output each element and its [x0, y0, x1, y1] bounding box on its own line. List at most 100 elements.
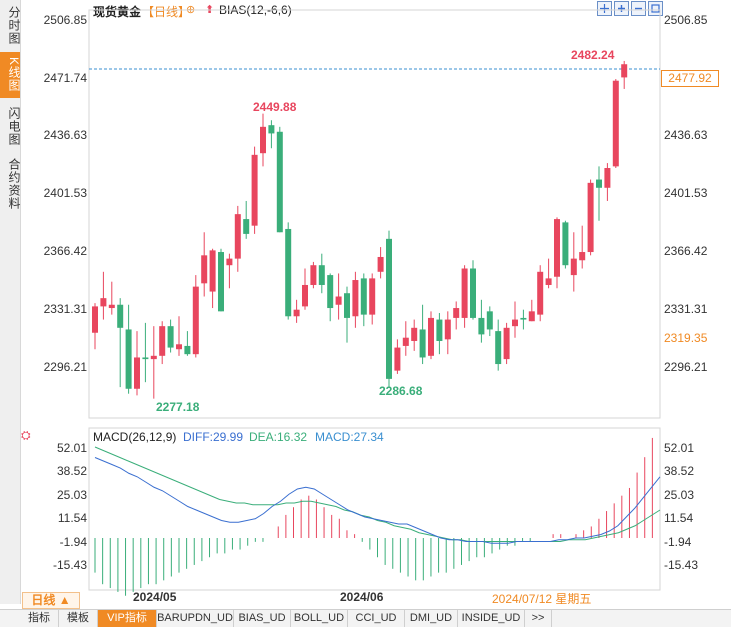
- candle-body: [621, 64, 628, 78]
- macd-tick: 38.52: [56, 464, 87, 478]
- instrument-title: 现货黄金: [93, 5, 142, 19]
- candle-body: [293, 309, 300, 317]
- macd-tick-right: -15.43: [664, 558, 699, 572]
- macd-dea-value: DEA:16.32: [249, 430, 308, 444]
- candle-body: [310, 265, 317, 285]
- macd-tick-right: 25.03: [664, 488, 695, 502]
- price-tick-right: 2366.42: [664, 244, 708, 258]
- tab-kline[interactable]: K线图: [0, 52, 21, 98]
- candle-body: [327, 275, 334, 309]
- candle-body: [444, 319, 451, 340]
- price-tick: 2506.85: [43, 13, 87, 27]
- candle-body: [201, 255, 208, 284]
- macd-tick-right: 52.01: [664, 441, 695, 455]
- price-tick-right: 2506.85: [664, 13, 708, 27]
- candle-body: [335, 296, 342, 305]
- candle-body: [125, 329, 132, 389]
- tab-vip-indicators[interactable]: VIP指标: [98, 610, 157, 627]
- price-tick: 2436.63: [43, 128, 87, 142]
- cursor-date-label: 2024/07/12 星期五: [492, 592, 592, 606]
- candle-body: [159, 326, 166, 356]
- candle-body: [134, 357, 140, 389]
- tab-contract-info[interactable]: 合约资料: [7, 158, 21, 210]
- low-annotation: 2277.18: [156, 400, 200, 414]
- period-selector-label: 日线: [31, 593, 56, 607]
- candle-body: [117, 304, 124, 328]
- candle-body: [596, 179, 602, 188]
- tab-barupdn[interactable]: BARUPDN_UD: [157, 610, 234, 627]
- candle-body: [428, 317, 434, 356]
- period-tag: 【日线】: [142, 5, 191, 19]
- candle-body: [218, 252, 224, 312]
- macd-diff-value: DIFF:29.99: [183, 430, 244, 444]
- candle-body: [478, 317, 485, 335]
- zoom-out-icon[interactable]: [631, 1, 646, 16]
- candle-body: [545, 278, 552, 285]
- price-tick-right: 2401.53: [664, 186, 708, 200]
- tab-boll[interactable]: BOLL_UD: [291, 610, 348, 627]
- candle-body: [377, 256, 384, 272]
- candle-body: [587, 182, 594, 253]
- tab-more[interactable]: >>: [525, 610, 552, 627]
- candle-body: [226, 258, 233, 266]
- tab-dmi[interactable]: DMI_UD: [405, 610, 458, 627]
- candle-body: [369, 278, 376, 315]
- left-tab-bar: 分时图 K线图 闪电图 合约资料: [0, 0, 21, 604]
- macd-tick-right: 38.52: [664, 464, 695, 478]
- candle-body: [192, 286, 199, 355]
- macd-value: MACD:27.34: [315, 430, 384, 444]
- candle-body: [528, 311, 535, 322]
- dea-line: [94, 446, 661, 543]
- candle-body: [92, 306, 98, 333]
- period-selector[interactable]: 日线 ▲: [22, 592, 80, 609]
- tab-bias[interactable]: BIAS_UD: [234, 610, 291, 627]
- macd-tick: 52.01: [56, 441, 87, 455]
- zoom-in-icon[interactable]: [614, 1, 629, 16]
- candle-body: [142, 357, 149, 360]
- candle-body: [100, 298, 107, 307]
- tab-flash-chart[interactable]: 闪电图: [7, 106, 21, 146]
- candle-body: [470, 268, 476, 318]
- high-annotation: 2449.88: [253, 100, 297, 114]
- candle-body: [176, 344, 182, 350]
- candle-body: [167, 326, 174, 348]
- tab-indicators[interactable]: 指标: [20, 610, 59, 627]
- candle-body: [503, 327, 510, 360]
- candle-body: [453, 308, 460, 318]
- tab-cci[interactable]: CCI_UD: [348, 610, 405, 627]
- candle-body: [402, 337, 409, 346]
- x-axis-label: 2024/06: [340, 590, 384, 604]
- tab-inside[interactable]: INSIDE_UD: [458, 610, 525, 627]
- macd-label: MACD(26,12,9): [93, 430, 177, 444]
- cursor-price-label: 2319.35: [664, 331, 708, 345]
- price-tick: 2331.31: [43, 302, 87, 316]
- candle-body: [285, 228, 292, 317]
- reset-icon[interactable]: [648, 1, 663, 16]
- candle-body: [276, 131, 283, 233]
- fit-icon[interactable]: [597, 1, 612, 16]
- tab-templates[interactable]: 模板: [59, 610, 98, 627]
- candle-body: [520, 317, 527, 320]
- candle-body: [512, 319, 518, 327]
- price-tick: 2401.53: [43, 186, 87, 200]
- price-tick: 2366.42: [43, 244, 87, 258]
- candle-body: [302, 284, 308, 307]
- candle-body: [612, 80, 619, 167]
- current-price-tag: 2477.92: [661, 70, 719, 87]
- candle-body: [268, 125, 275, 134]
- price-tick: 2296.21: [43, 360, 87, 374]
- macd-tick-right: -1.94: [664, 535, 692, 549]
- candle-body: [537, 271, 544, 315]
- indicator-tab-bar: 指标 模板 VIP指标 BARUPDN_UD BIAS_UD BOLL_UD C…: [0, 609, 731, 627]
- candle-body: [234, 214, 241, 259]
- candle-body: [554, 219, 560, 277]
- candle-body: [394, 347, 401, 371]
- diff-line: [94, 457, 661, 544]
- candle-body: [495, 331, 502, 365]
- candle-body: [352, 280, 359, 317]
- settings-icon[interactable]: ⛭: [21, 428, 31, 442]
- tab-timeshare[interactable]: 分时图: [7, 5, 21, 45]
- candlestick-series: [92, 60, 628, 399]
- candle-body: [108, 304, 115, 309]
